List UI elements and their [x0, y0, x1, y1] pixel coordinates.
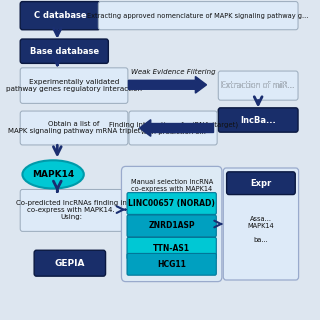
Text: Co-predicted lncRNAs finding in
co-express with MAPK14.
Using:: Co-predicted lncRNAs finding in co-expre… [16, 200, 127, 220]
Text: Manual selection lncRNA
co-express with MAPK14: Manual selection lncRNA co-express with … [131, 179, 213, 192]
Text: ZNRD1ASP: ZNRD1ASP [148, 221, 195, 230]
Text: lncBa...: lncBa... [240, 116, 276, 124]
Text: LINC00657 (NORAD): LINC00657 (NORAD) [128, 199, 215, 208]
FancyBboxPatch shape [122, 166, 222, 282]
FancyBboxPatch shape [218, 108, 298, 132]
Text: Extracting approved nomenclature of MAPK signaling pathway g...: Extracting approved nomenclature of MAPK… [87, 13, 309, 19]
FancyBboxPatch shape [20, 189, 122, 231]
FancyBboxPatch shape [127, 215, 216, 237]
Text: GEPIA: GEPIA [55, 259, 85, 268]
FancyArrow shape [140, 120, 213, 136]
Text: Finding interaction of miRNA (target)
with prediction s...: Finding interaction of miRNA (target) wi… [108, 121, 238, 135]
Ellipse shape [22, 160, 84, 188]
Text: Base database: Base database [30, 47, 99, 56]
FancyBboxPatch shape [218, 71, 298, 100]
Text: C database: C database [34, 11, 86, 20]
Text: HCG11: HCG11 [157, 260, 186, 269]
Text: Expr: Expr [250, 179, 272, 188]
FancyBboxPatch shape [127, 193, 216, 214]
Text: Assa...
MAPK14

ba...: Assa... MAPK14 ba... [248, 216, 274, 243]
FancyBboxPatch shape [127, 237, 216, 259]
FancyBboxPatch shape [227, 172, 295, 195]
FancyBboxPatch shape [34, 250, 106, 276]
FancyBboxPatch shape [127, 253, 216, 275]
Text: Obtain a list of
MAPK signaling pathway mRNA triplet: Obtain a list of MAPK signaling pathway … [8, 122, 140, 134]
FancyBboxPatch shape [129, 111, 217, 145]
FancyBboxPatch shape [20, 111, 128, 145]
FancyBboxPatch shape [98, 2, 298, 30]
Text: TTN-AS1: TTN-AS1 [153, 244, 190, 253]
FancyBboxPatch shape [20, 2, 100, 30]
FancyBboxPatch shape [20, 39, 108, 63]
Text: Experimentally validated
pathway genes regulatory interaction: Experimentally validated pathway genes r… [6, 79, 142, 92]
FancyBboxPatch shape [223, 168, 299, 280]
Text: Extraction of miR...: Extraction of miR... [221, 81, 295, 90]
Text: MAPK14: MAPK14 [32, 170, 74, 179]
FancyArrow shape [128, 76, 206, 93]
Text: Extraction of miR...: Extraction of miR... [221, 81, 295, 90]
Text: Weak Evidence Filtering: Weak Evidence Filtering [131, 69, 215, 75]
FancyBboxPatch shape [20, 68, 128, 103]
